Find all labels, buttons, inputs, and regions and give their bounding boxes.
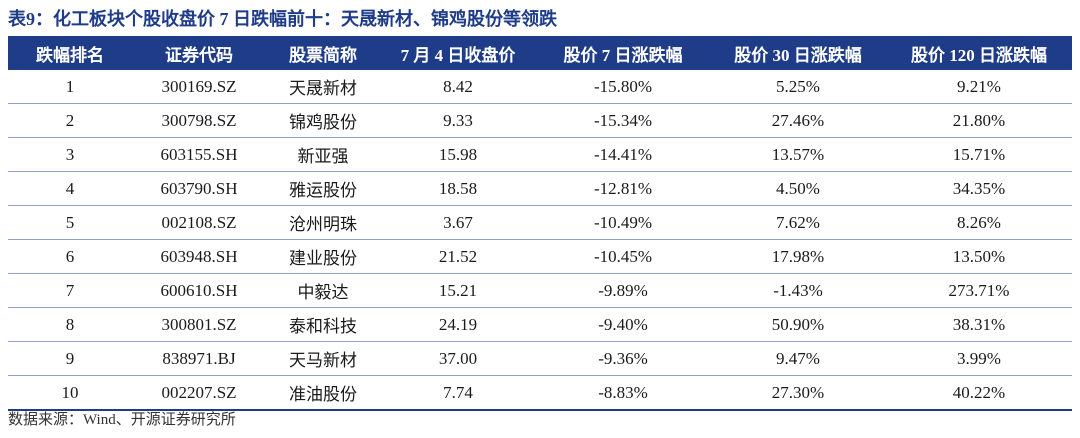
change-7d-cell: -14.41% — [536, 137, 710, 172]
source-note: 数据来源：Wind、开源证券研究所 — [8, 412, 236, 428]
name-cell: 泰和科技 — [266, 307, 380, 342]
table-row: 7 600610.SH 中毅达 15.21 -9.89% -1.43% 273.71% — [8, 273, 1072, 308]
table-row: 4 603790.SH 雅运股份 18.58 -12.81% 4.50% 34.35% — [8, 171, 1072, 206]
name-cell: 雅运股份 — [266, 171, 380, 206]
rank-cell: 2 — [8, 103, 132, 138]
change-30d-cell: 27.30% — [710, 375, 886, 411]
header-row: 跌幅排名 证券代码 股票简称 7 月 4 日收盘价 股价 7 日涨跌幅 股价 30 日涨跌… — [8, 36, 1072, 70]
rank-cell: 6 — [8, 239, 132, 274]
table-row: 6 603948.SH 建业股份 21.52 -10.45% 17.98% 13.50% — [8, 239, 1072, 274]
code-header: 证券代码 — [165, 45, 233, 65]
change-7d-cell: -10.45% — [536, 239, 710, 274]
change-7d-header: 股价 7 日涨跌幅 — [563, 45, 683, 65]
close-price-cell: 21.52 — [380, 239, 536, 274]
change-7d-cell: -15.34% — [536, 103, 710, 138]
rank-cell: 9 — [8, 341, 132, 376]
rank-cell: 7 — [8, 273, 132, 308]
name-cell: 中毅达 — [266, 273, 380, 308]
code-cell: 603948.SH — [132, 239, 266, 274]
ranking-table-container: 跌幅排名 证券代码 股票简称 7 月 4 日收盘价 股价 7 日涨跌幅 股价 30 日涨跌… — [8, 36, 1072, 411]
change-30d-cell: 50.90% — [710, 307, 886, 342]
name-cell: 建业股份 — [266, 239, 380, 274]
change-120d-cell: 38.31% — [886, 307, 1072, 342]
table-row: 5 002108.SZ 沧州明珠 3.67 -10.49% 7.62% 8.26% — [8, 205, 1072, 240]
rank-cell: 1 — [8, 70, 132, 104]
change-120d-cell: 9.21% — [886, 70, 1072, 104]
close-price-cell: 15.21 — [380, 273, 536, 308]
code-cell: 300169.SZ — [132, 70, 266, 104]
rank-cell: 4 — [8, 171, 132, 206]
change-120d-cell: 40.22% — [886, 375, 1072, 411]
rank-cell: 8 — [8, 307, 132, 342]
change-120d-cell: 3.99% — [886, 341, 1072, 376]
change-30d-cell: 13.57% — [710, 137, 886, 172]
change-120d-cell: 8.26% — [886, 205, 1072, 240]
change-7d-cell: -10.49% — [536, 205, 710, 240]
table-row: 9 838971.BJ 天马新材 37.00 -9.36% 9.47% 3.99% — [8, 341, 1072, 376]
table-title: 表9：化工板块个股收盘价 7 日跌幅前十：天晟新材、锦鸡股份等领跌 — [8, 9, 557, 29]
name-cell: 新亚强 — [266, 137, 380, 172]
change-30d-cell: 7.62% — [710, 205, 886, 240]
change-30d-cell: 27.46% — [710, 103, 886, 138]
change-7d-cell: -9.36% — [536, 341, 710, 376]
change-120d-cell: 21.80% — [886, 103, 1072, 138]
change-7d-cell: -12.81% — [536, 171, 710, 206]
table-body: 1 300169.SZ 天晟新材 8.42 -15.80% 5.25% 9.21% 2 3007… — [8, 70, 1072, 411]
name-cell: 锦鸡股份 — [266, 103, 380, 138]
code-cell: 300798.SZ — [132, 103, 266, 138]
rank-cell: 3 — [8, 137, 132, 172]
change-30d-cell: 9.47% — [710, 341, 886, 376]
code-cell: 838971.BJ — [132, 341, 266, 376]
table-row: 10 002207.SZ 准油股份 7.74 -8.83% 27.30% 40.22% — [8, 375, 1072, 411]
rank-cell: 10 — [8, 375, 132, 411]
change-7d-cell: -15.80% — [536, 70, 710, 104]
close-price-cell: 37.00 — [380, 341, 536, 376]
change-7d-cell: -8.83% — [536, 375, 710, 411]
code-cell: 603790.SH — [132, 171, 266, 206]
change-120d-cell: 13.50% — [886, 239, 1072, 274]
name-header: 股票简称 — [289, 45, 357, 65]
change-120d-cell: 273.71% — [886, 273, 1072, 308]
change-30d-cell: 5.25% — [710, 70, 886, 104]
name-cell: 沧州明珠 — [266, 205, 380, 240]
change-7d-cell: -9.40% — [536, 307, 710, 342]
table-row: 3 603155.SH 新亚强 15.98 -14.41% 13.57% 15.71% — [8, 137, 1072, 172]
close-price-cell: 3.67 — [380, 205, 536, 240]
close-price-cell: 8.42 — [380, 70, 536, 104]
table-row: 2 300798.SZ 锦鸡股份 9.33 -15.34% 27.46% 21.80% — [8, 103, 1072, 138]
name-cell: 天马新材 — [266, 341, 380, 376]
close-price-cell: 18.58 — [380, 171, 536, 206]
change-30d-cell: 17.98% — [710, 239, 886, 274]
rank-cell: 5 — [8, 205, 132, 240]
close-price-cell: 24.19 — [380, 307, 536, 342]
code-cell: 002207.SZ — [132, 375, 266, 411]
close-price-cell: 7.74 — [380, 375, 536, 411]
rank-header: 跌幅排名 — [36, 45, 104, 65]
name-cell: 准油股份 — [266, 375, 380, 411]
change-30d-cell: 4.50% — [710, 171, 886, 206]
change-30d-cell: -1.43% — [710, 273, 886, 308]
change-120d-cell: 15.71% — [886, 137, 1072, 172]
code-cell: 603155.SH — [132, 137, 266, 172]
ranking-table: 跌幅排名 证券代码 股票简称 7 月 4 日收盘价 股价 7 日涨跌幅 股价 30 日涨跌… — [8, 36, 1072, 411]
close-price-cell: 9.33 — [380, 103, 536, 138]
table-row: 1 300169.SZ 天晟新材 8.42 -15.80% 5.25% 9.21% — [8, 70, 1072, 104]
table-row: 8 300801.SZ 泰和科技 24.19 -9.40% 50.90% 38.31% — [8, 307, 1072, 342]
code-cell: 600610.SH — [132, 273, 266, 308]
code-cell: 002108.SZ — [132, 205, 266, 240]
close-price-cell: 15.98 — [380, 137, 536, 172]
name-cell: 天晟新材 — [266, 70, 380, 104]
table-header: 跌幅排名 证券代码 股票简称 7 月 4 日收盘价 股价 7 日涨跌幅 股价 30 日涨跌… — [8, 36, 1072, 70]
close-price-header: 7 月 4 日收盘价 — [400, 45, 516, 65]
change-30d-header: 股价 30 日涨跌幅 — [734, 45, 862, 65]
change-7d-cell: -9.89% — [536, 273, 710, 308]
code-cell: 300801.SZ — [132, 307, 266, 342]
change-120d-header: 股价 120 日涨跌幅 — [911, 45, 1047, 65]
change-120d-cell: 34.35% — [886, 171, 1072, 206]
